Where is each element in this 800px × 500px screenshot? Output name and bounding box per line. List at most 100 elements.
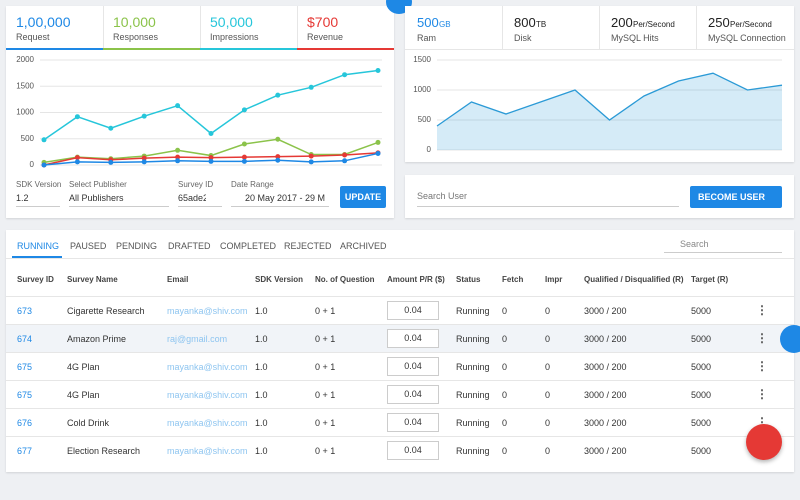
search-user[interactable]: Search User (417, 191, 468, 201)
y-tick-label: 2000 (16, 55, 34, 64)
tab[interactable]: RUNNING (17, 241, 59, 251)
row-bg (6, 436, 794, 465)
column-header[interactable]: Amount P/R ($) (387, 275, 445, 284)
stat-label: Impressions (210, 32, 259, 42)
cell: 3000 / 200 (584, 446, 627, 456)
point (41, 162, 47, 168)
filter-value[interactable]: 1.2 (16, 193, 29, 203)
column-header[interactable]: No. of Question (315, 275, 375, 284)
tab[interactable]: DRAFTED (168, 241, 211, 251)
cell: 5000 (691, 334, 712, 344)
amount-input[interactable]: 0.04 (387, 413, 439, 432)
tabs-divider (6, 258, 794, 259)
tab[interactable]: PAUSED (70, 241, 107, 251)
point (275, 157, 281, 163)
cell: 0 + 1 (315, 362, 336, 372)
filter-value[interactable]: All Publishers (69, 193, 124, 203)
server-label: MySQL Hits (611, 33, 659, 43)
search[interactable]: Search (680, 239, 709, 249)
server-value: 200 (611, 15, 633, 30)
amount-input[interactable]: 0.04 (387, 329, 439, 348)
cell: Running (456, 306, 490, 316)
cell[interactable]: 675 (17, 390, 33, 400)
point (175, 154, 181, 160)
column-header[interactable]: Email (167, 275, 189, 284)
column-header[interactable]: Status (456, 275, 481, 284)
cell: Running (456, 362, 490, 372)
column-header[interactable]: Survey Name (67, 275, 118, 284)
point (342, 72, 348, 78)
stat-underline (103, 48, 200, 50)
column-header[interactable]: SDK Version (255, 275, 304, 284)
point (275, 136, 281, 142)
cell[interactable]: 673 (17, 306, 33, 316)
area-chart: 0 500 1000 1500 (413, 55, 783, 154)
row-bg (6, 380, 794, 409)
point (175, 103, 181, 109)
cell: 0 (502, 390, 508, 400)
cell: 5000 (691, 390, 712, 400)
server-unit: Per/Second (633, 20, 675, 29)
point (208, 131, 214, 136)
cell: 1.0 (255, 334, 268, 344)
stats-card: 1,00,000 Request 10,000 Responses 50,000 Impr… (6, 6, 394, 218)
y-tick-label: 500 (21, 134, 35, 143)
column-header[interactable]: Target (R) (691, 275, 729, 284)
cell: 0 (502, 446, 508, 456)
cell: 0 + 1 (315, 446, 336, 456)
amount-input[interactable]: 0.04 (387, 441, 439, 460)
cell[interactable]: 675 (17, 362, 33, 372)
amount-input[interactable]: 0.04 (387, 385, 439, 404)
row-menu[interactable]: ⋮ (756, 359, 768, 373)
point (141, 155, 147, 161)
series-line (43, 69, 379, 141)
cell: 0 (502, 418, 508, 428)
tab[interactable]: REJECTED (284, 241, 332, 251)
cell: 1.0 (255, 418, 268, 428)
y-tick-label: 1000 (413, 85, 431, 94)
amount-input[interactable]: 0.04 (387, 357, 439, 376)
cell[interactable]: 674 (17, 334, 33, 344)
point (41, 137, 47, 143)
column-header[interactable]: Qualified / Disqualified (R) (584, 275, 684, 284)
column-header[interactable]: Fetch (502, 275, 524, 284)
tab[interactable]: ARCHIVED (340, 241, 387, 251)
tab[interactable]: COMPLETED (220, 241, 277, 251)
point (241, 158, 247, 164)
point (141, 159, 147, 165)
stat-label: Revenue (307, 32, 344, 42)
cell: Running (456, 418, 490, 428)
cell: 0 (502, 306, 508, 316)
side-toggle[interactable] (780, 325, 800, 353)
y-tick-label: 0 (30, 160, 35, 169)
row-menu[interactable]: ⋮ (756, 331, 768, 345)
point (308, 153, 314, 159)
cell: Cold Drink (67, 418, 110, 428)
point (308, 159, 314, 165)
row-menu[interactable]: ⋮ (756, 303, 768, 317)
tab[interactable]: PENDING (116, 241, 158, 251)
cell: 5000 (691, 446, 712, 456)
column-header[interactable]: Impr (545, 275, 563, 284)
filter-value[interactable]: 20 May 2017 - 29 M (245, 193, 326, 203)
update-button[interactable]: UPDATE (340, 186, 386, 208)
point (175, 158, 181, 164)
y-tick-label: 1500 (16, 81, 34, 90)
amount-input[interactable]: 0.04 (387, 301, 439, 320)
point (342, 152, 348, 158)
divider (502, 6, 503, 50)
point (208, 158, 214, 164)
become-user-button[interactable]: BECOME USER (690, 186, 782, 208)
cell: 3000 / 200 (584, 306, 627, 316)
cell: mayanka@shiv.com (167, 390, 248, 400)
notification-button[interactable] (746, 424, 782, 460)
area (437, 73, 782, 150)
stat-underline (6, 48, 103, 50)
column-header[interactable]: Survey ID (17, 275, 54, 284)
cell[interactable]: 676 (17, 418, 33, 428)
cell: 3000 / 200 (584, 418, 627, 428)
divider (200, 6, 201, 50)
row-menu[interactable]: ⋮ (756, 387, 768, 401)
filter-value[interactable]: 65ade2 (178, 193, 206, 203)
cell[interactable]: 677 (17, 446, 33, 456)
